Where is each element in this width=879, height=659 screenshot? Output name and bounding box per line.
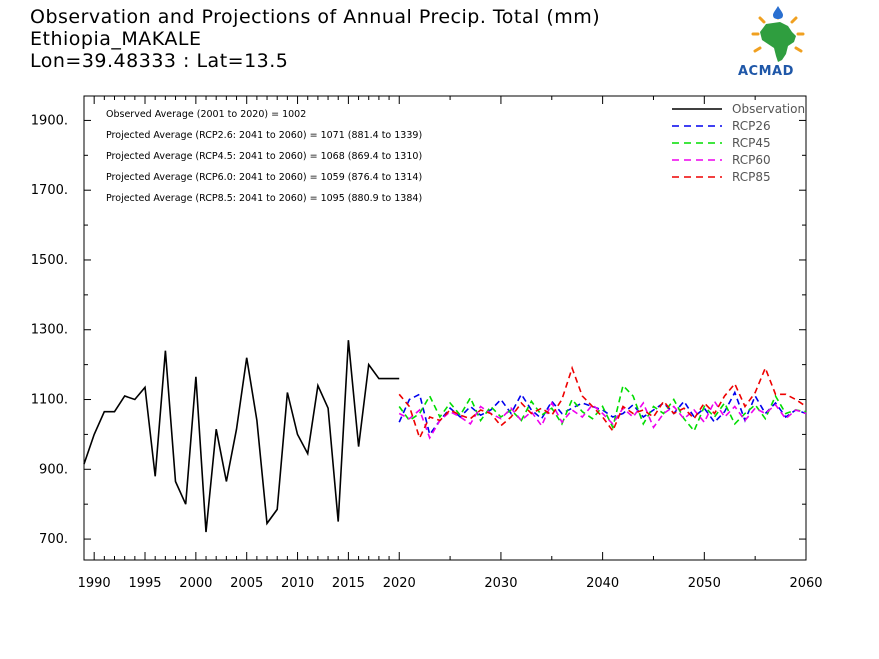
- annotations-layer: Observed Average (2001 to 2020) = 1002 Pr…: [106, 109, 422, 204]
- x-tick-label: 2010: [281, 576, 314, 591]
- x-tick-label: 2060: [789, 576, 822, 591]
- y-tick-label: 700.: [39, 532, 68, 547]
- chart-title: Observation and Projections of Annual Pr…: [30, 6, 601, 28]
- africa-map-logo: [751, 6, 805, 62]
- africa-shape-icon: [760, 22, 796, 62]
- x-tick-label: 2015: [332, 576, 365, 591]
- y-tick-label: 1300.: [31, 323, 68, 338]
- series-line-rcp45: [398, 384, 807, 433]
- plot-frame: [83, 95, 807, 561]
- x-tick-label: 2020: [383, 576, 416, 591]
- legend-label-rcp60: RCP60: [732, 153, 771, 167]
- x-tick-label: 2030: [484, 576, 517, 591]
- x-tick-label: 1995: [128, 576, 161, 591]
- series-layer: [83, 340, 807, 533]
- y-tick-label: 1900.: [31, 113, 68, 128]
- stat-annotation: Projected Average (RCP4.5: 2041 to 2060)…: [106, 151, 422, 162]
- x-tick-label: 2040: [586, 576, 619, 591]
- chart-title-block: Observation and Projections of Annual Pr…: [30, 6, 600, 72]
- x-tick-label: 1990: [78, 576, 111, 591]
- series-line-rcp60: [398, 399, 807, 440]
- x-tick-label: 2005: [230, 576, 263, 591]
- series-line-rcp26: [398, 390, 807, 437]
- x-tick-label: 2050: [688, 576, 721, 591]
- y-tick-label: 1500.: [31, 253, 68, 268]
- series-line-observation: [83, 340, 400, 533]
- y-tick-label: 1100.: [31, 393, 68, 408]
- x-tick-label: 2000: [179, 576, 212, 591]
- legend-label-rcp26: RCP26: [732, 119, 771, 133]
- y-tick-label: 900.: [39, 462, 68, 477]
- legend-label-observation: Observation: [732, 102, 805, 116]
- stat-annotation: Projected Average (RCP2.6: 2041 to 2060)…: [106, 130, 422, 141]
- stat-annotation: Projected Average (RCP6.0: 2041 to 2060)…: [106, 172, 422, 183]
- acmad-logo-text: ACMAD: [738, 64, 794, 79]
- y-tick-label: 1700.: [31, 183, 68, 198]
- legend: Observation RCP26 RCP45 RCP60 RCP85: [672, 102, 805, 184]
- stat-annotation: Projected Average (RCP8.5: 2041 to 2060)…: [106, 193, 422, 204]
- legend-label-rcp45: RCP45: [732, 136, 771, 150]
- chart-subtitle-station: Ethiopia_MAKALE: [30, 28, 202, 50]
- chart-subtitle-coordinates: Lon=39.48333 : Lat=13.5: [30, 50, 289, 72]
- legend-label-rcp85: RCP85: [732, 170, 771, 184]
- axes-layer: 700. 900. 1100. 1300. 1500. 1700. 1900. 1990 199…: [31, 95, 823, 591]
- series-line-rcp85: [398, 365, 807, 441]
- water-drop-icon: [773, 6, 783, 19]
- stat-annotation: Observed Average (2001 to 2020) = 1002: [106, 109, 306, 120]
